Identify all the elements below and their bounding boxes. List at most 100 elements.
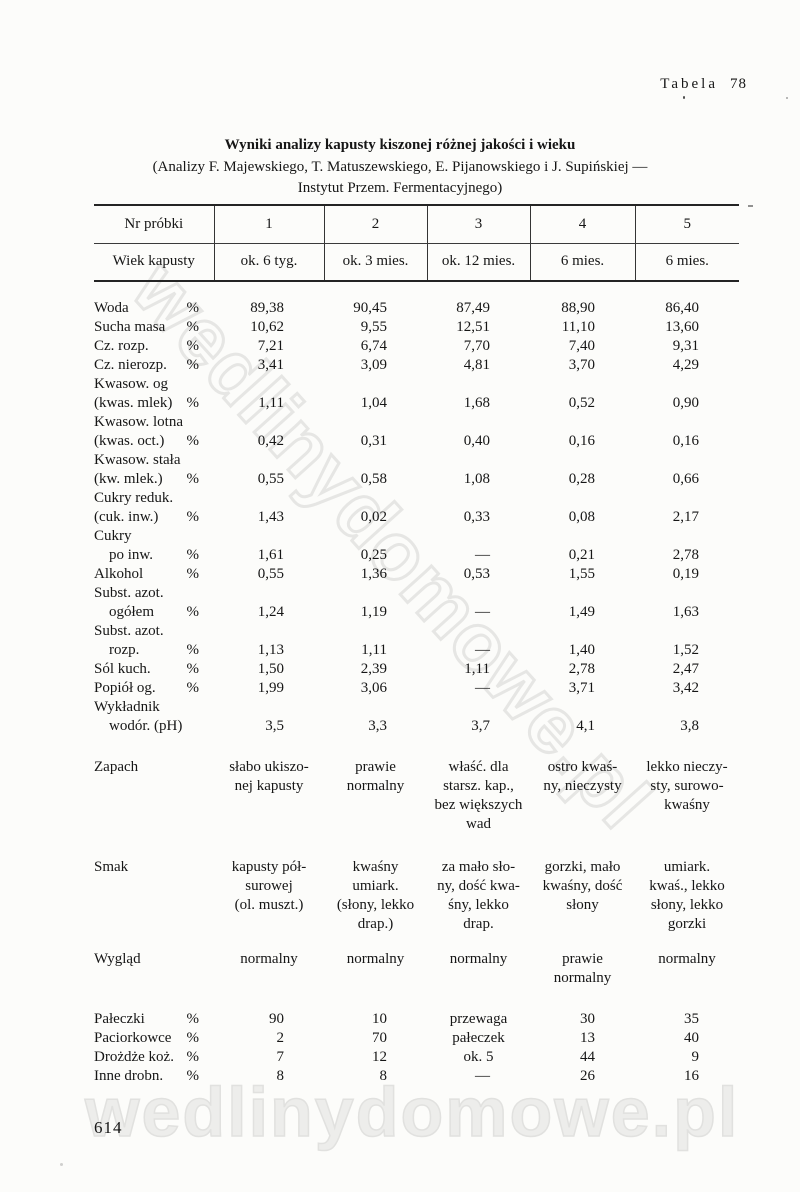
table-cell	[324, 527, 427, 546]
table-cell	[635, 413, 739, 432]
table-row: (kw. mlek.)% 0,55 0,58 1,08 0,28 0,66	[94, 470, 739, 489]
table-cell: —	[475, 547, 490, 563]
table-cell: 1,49	[568, 604, 595, 620]
table-cell	[635, 489, 739, 508]
row-label-text: (kwas. mlek)	[94, 395, 173, 411]
table-cell: 0,28	[568, 471, 595, 487]
percent-sign: %	[186, 547, 200, 563]
percent-sign: %	[186, 319, 200, 335]
table-title: Wyniki analizy kapusty kiszonej różnej j…	[224, 137, 576, 153]
table-cell: słabo ukiszo- nej kapusty	[229, 759, 309, 794]
table-row: po inw.% 1,61 0,25 — 0,21 2,78	[94, 546, 739, 565]
row-label-text: Wygląd	[94, 951, 141, 967]
table-cell	[530, 527, 635, 546]
table-number-caption: Tabela 78	[660, 76, 747, 93]
row-label: (cuk. inw.)%	[94, 508, 214, 527]
table-row: Alkohol% 0,55 1,36 0,53 1,55 0,19	[94, 565, 739, 584]
table-cell	[530, 584, 635, 603]
table-row: Inne drobn.% 8 8 — 26 16	[94, 1067, 739, 1086]
table-cell: 11,10	[561, 319, 595, 335]
table-cell: —	[475, 604, 490, 620]
table-cell: 16	[684, 1068, 699, 1084]
table-cell	[530, 375, 635, 394]
table-number-value: 78	[730, 76, 747, 92]
table-cell: —	[475, 642, 490, 658]
header-cell: 2	[323, 204, 427, 244]
table-cell	[427, 527, 530, 546]
table-cell: 3,3	[368, 718, 387, 734]
row-label-text: (kw. mlek.)	[94, 471, 163, 487]
table-cell	[214, 451, 324, 470]
percent-sign: %	[186, 1068, 200, 1084]
table-cell: ostro kwaś- ny, nieczysty	[543, 759, 622, 794]
table-cell	[530, 489, 635, 508]
table-cell	[530, 413, 635, 432]
row-label-text: Subst. azot.	[94, 585, 164, 601]
row-label: (kw. mlek.)%	[94, 470, 214, 489]
table-cell: 7,70	[463, 338, 490, 354]
table-cell: ok. 5	[463, 1049, 494, 1065]
row-label-text: Pałeczki	[94, 1011, 145, 1027]
table-cell	[635, 375, 739, 394]
table-cell: 88,90	[561, 300, 595, 316]
table-cell: 1,19	[360, 604, 387, 620]
table-cell: 1,13	[257, 642, 284, 658]
table-cell: 3,7	[471, 718, 490, 734]
table-cell: 1,68	[463, 395, 490, 411]
table-row: Cukry	[94, 527, 739, 546]
row-label-text: Inne drobn.	[94, 1068, 164, 1084]
row-label-text: Cz. nierozp.	[94, 357, 167, 373]
table-cell: 2,78	[672, 547, 699, 563]
table-cell: kapusty pół- surowej (ol. muszt.)	[231, 859, 307, 913]
table-cell: prawie normalny	[346, 759, 405, 794]
header-cell: ok. 12 mies.	[426, 243, 530, 282]
table-row: Wygląd normalny normalny normalny prawie nor…	[94, 934, 739, 988]
table-cell: gorzki, mało kwaśny, dość słony	[542, 859, 623, 913]
row-label-text: Paciorkowce	[94, 1030, 172, 1046]
table-cell	[635, 622, 739, 641]
row-label-text: Alkohol	[94, 566, 144, 582]
table-cell: 1,61	[257, 547, 284, 563]
header-cell: ok. 3 mies.	[323, 243, 427, 282]
row-label: (kwas. mlek)%	[94, 394, 214, 413]
percent-sign: %	[186, 357, 200, 373]
percent-sign: %	[186, 433, 200, 449]
table-row: rozp.% 1,13 1,11 — 1,40 1,52	[94, 641, 739, 660]
row-label: Subst. azot.	[94, 584, 214, 603]
table-row: (kwas. oct.)% 0,42 0,31 0,40 0,16 0,16	[94, 432, 739, 451]
scan-speck	[683, 96, 685, 99]
table-cell: 87,49	[456, 300, 490, 316]
table-cell: 70	[372, 1030, 387, 1046]
table-cell	[427, 698, 530, 717]
table-cell: 1,24	[257, 604, 284, 620]
table-cell: 0,55	[257, 471, 284, 487]
table-body: Woda% 89,38 90,45 87,49 88,90 86,40 Sucha masa…	[94, 281, 739, 1086]
table-cell: 90,45	[353, 300, 387, 316]
header-cell: ok. 6 tyg.	[213, 243, 324, 282]
row-label: Subst. azot.	[94, 622, 214, 641]
credit-line-1: (Analizy F. Majewskiego, T. Matuszewskie…	[152, 159, 648, 175]
table-cell: 9	[691, 1049, 700, 1065]
header-cell: 3	[426, 204, 530, 244]
percent-sign: %	[186, 338, 200, 354]
table-cell: 3,71	[568, 680, 595, 696]
table-cell	[427, 584, 530, 603]
table-cell: normalny	[346, 951, 405, 967]
table-cell: 0,08	[568, 509, 595, 525]
row-label: Zapach	[94, 736, 214, 834]
scan-speck	[786, 97, 788, 99]
table-cell: kwaśny umiark. (słony, lekko drap.)	[336, 859, 415, 932]
percent-sign: %	[186, 642, 200, 658]
table-cell: 90	[269, 1011, 284, 1027]
table-cell: 0,58	[360, 471, 387, 487]
percent-sign: %	[186, 300, 200, 316]
table-row: Subst. azot.	[94, 622, 739, 641]
header-label: Wiek kapusty	[94, 243, 214, 282]
table-row: Popiół og.% 1,99 3,06 — 3,71 3,42	[94, 679, 739, 698]
table-cell: lekko nieczy- sty, surowo- kwaśny	[646, 759, 728, 813]
table-row: Cukry reduk.	[94, 489, 739, 508]
table-cell	[427, 451, 530, 470]
table-row: Smak kapusty pół- surowej (ol. muszt.) kwa…	[94, 834, 739, 934]
table-row: Paciorkowce% 2 70 pałeczek 13 40	[94, 1029, 739, 1048]
table-row: Woda% 89,38 90,45 87,49 88,90 86,40	[94, 281, 739, 318]
